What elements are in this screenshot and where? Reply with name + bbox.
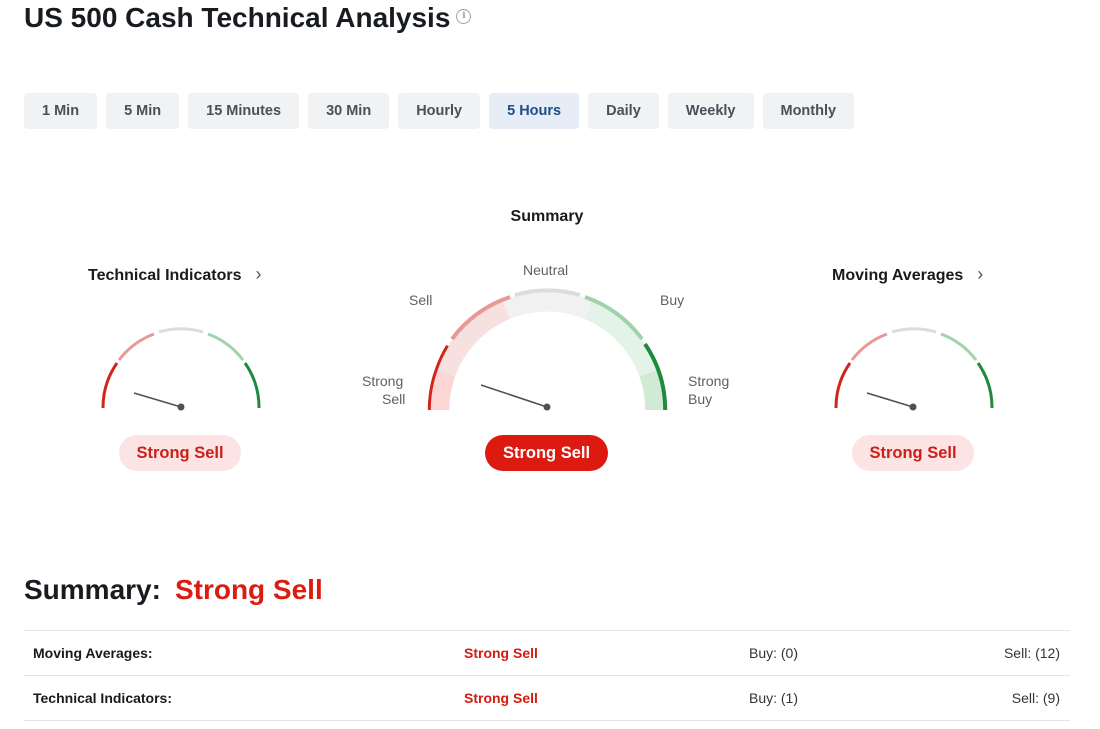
gauge-label-strong-sell-1: Strong: [362, 373, 404, 389]
info-circle-icon[interactable]: i: [456, 9, 472, 24]
gauge-label-buy: Buy: [660, 292, 685, 308]
row-signal: Strong Sell: [464, 690, 538, 706]
row-name: Moving Averages:: [33, 645, 153, 661]
tab-15-minutes[interactable]: 15 Minutes: [188, 93, 300, 129]
technical-indicators-verdict-pill: Strong Sell: [119, 435, 241, 471]
tab-weekly[interactable]: Weekly: [667, 93, 754, 129]
summary-heading-label: Summary:: [24, 574, 161, 605]
technical-indicators-label: Technical Indicators: [88, 267, 242, 284]
gauge-label-strong-sell-2: Sell: [382, 391, 406, 407]
page-title-text: US 500 Cash Technical Analysis: [24, 2, 451, 33]
row-buy-count: Buy: (0): [748, 645, 798, 661]
row-sell-count: Sell: (12): [1003, 645, 1060, 661]
technical-indicators-needle: [133, 392, 182, 408]
row-signal: Strong Sell: [464, 645, 538, 661]
tab-hourly[interactable]: Hourly: [398, 93, 481, 129]
table-row: Moving Averages: Strong Sell Buy: (0) Se…: [24, 631, 1070, 676]
technical-indicators-needle-pivot: [177, 403, 185, 411]
summary-gauge-title: Summary: [510, 208, 584, 225]
summary-verdict-pill: Strong Sell: [485, 435, 608, 471]
moving-averages-verdict-pill: Strong Sell: [852, 435, 974, 471]
tab-5-min[interactable]: 5 Min: [106, 93, 180, 129]
gauge-label-neutral: Neutral: [523, 262, 569, 278]
summary-gauge: [427, 288, 668, 411]
gauge-label-sell: Sell: [409, 292, 433, 308]
timeframe-tabs: 1 Min 5 Min 15 Minutes 30 Min Hourly 5 H…: [24, 93, 855, 129]
summary-needle: [480, 384, 548, 408]
row-name: Technical Indicators:: [33, 690, 172, 706]
tab-5-hours[interactable]: 5 Hours: [489, 93, 580, 129]
moving-averages-needle-pivot: [909, 403, 917, 411]
gauge-label-strong-buy-1: Strong: [688, 373, 730, 389]
moving-averages-label: Moving Averages: [832, 267, 964, 284]
moving-averages-title[interactable]: Moving Averages ›: [832, 264, 983, 285]
page-title: US 500 Cash Technical Analysis i: [24, 2, 472, 34]
summary-table: Moving Averages: Strong Sell Buy: (0) Se…: [24, 630, 1070, 721]
chevron-right-icon[interactable]: ›: [977, 264, 984, 284]
technical-indicators-gauge: [101, 327, 261, 411]
tab-daily[interactable]: Daily: [588, 93, 659, 129]
moving-averages-needle: [866, 392, 914, 408]
table-row: Technical Indicators: Strong Sell Buy: (…: [24, 676, 1070, 721]
summary-needle-pivot: [543, 403, 551, 411]
summary-heading-verdict: Strong Sell: [174, 574, 323, 605]
tab-30-min[interactable]: 30 Min: [308, 93, 390, 129]
gauge-label-strong-buy-2: Buy: [688, 391, 713, 407]
row-sell-count: Sell: (9): [1011, 690, 1060, 706]
summary-heading: Summary: Strong Sell: [24, 574, 323, 606]
row-buy-count: Buy: (1): [748, 690, 798, 706]
technical-indicators-title[interactable]: Technical Indicators ›: [88, 264, 262, 285]
tab-1-min[interactable]: 1 Min: [24, 93, 98, 129]
moving-averages-gauge: [834, 327, 994, 411]
tab-monthly[interactable]: Monthly: [762, 93, 855, 129]
chevron-right-icon[interactable]: ›: [255, 264, 262, 284]
